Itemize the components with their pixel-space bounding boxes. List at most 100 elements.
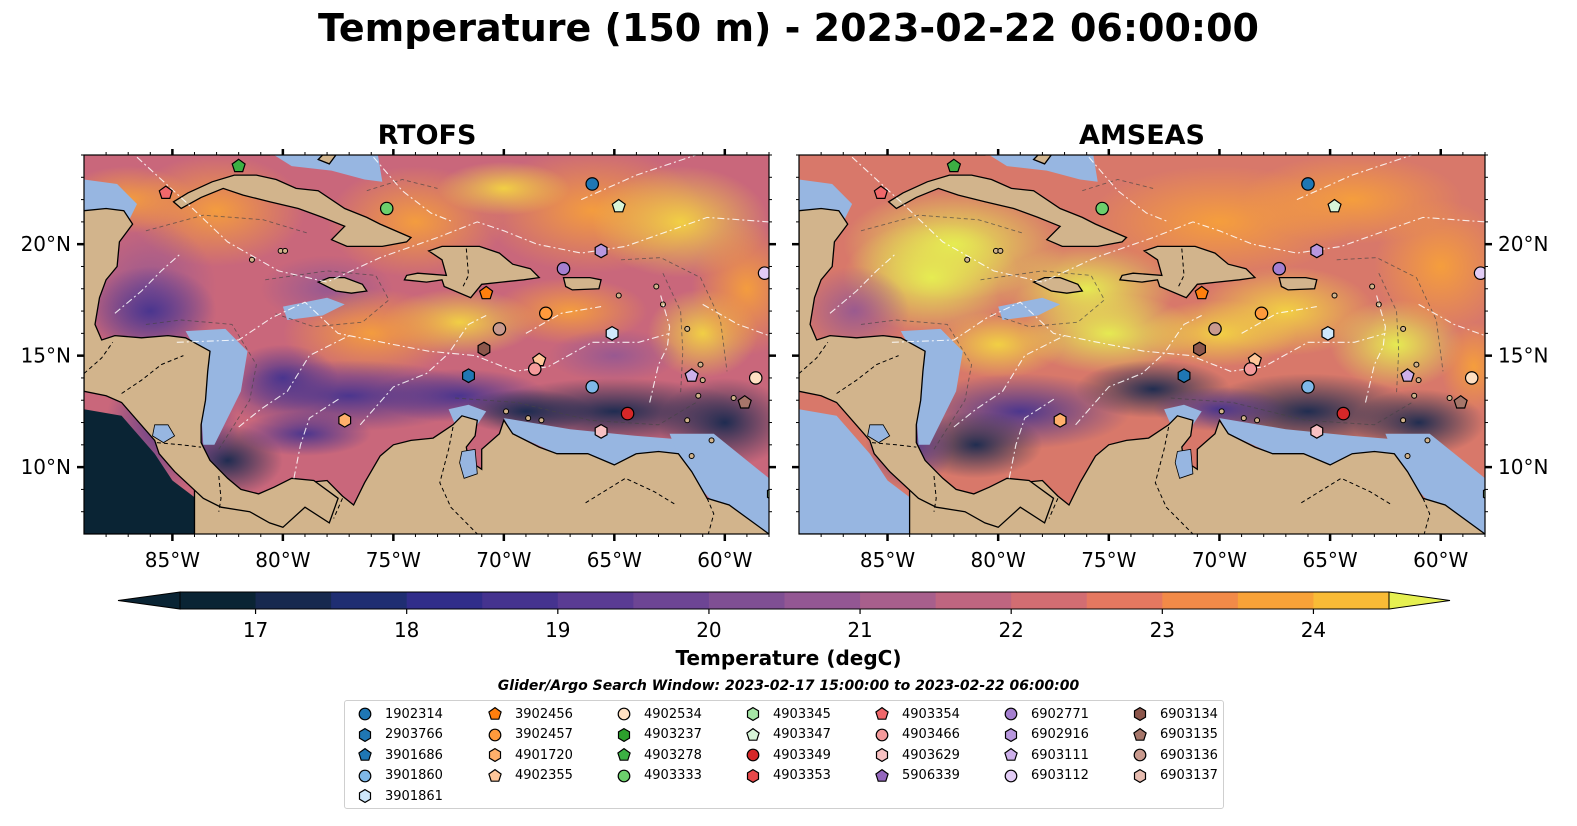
lake	[1174, 448, 1194, 479]
land	[799, 207, 1055, 529]
eez-boundary	[829, 252, 897, 314]
x-tick-label: 70°W	[476, 548, 531, 572]
eez-boundary	[293, 397, 341, 479]
legend-item: 4903347	[743, 725, 831, 745]
colorbar-bin	[180, 592, 257, 609]
country-border	[1422, 498, 1431, 534]
legend-marker	[875, 768, 889, 782]
island	[1415, 377, 1422, 384]
land	[84, 415, 769, 534]
island	[695, 392, 702, 399]
float-marker-4902534	[748, 371, 763, 385]
legend-item: 4902355	[485, 766, 573, 786]
legend-marker	[617, 727, 631, 742]
legend-marker-hexagon-icon	[746, 706, 760, 722]
island	[730, 395, 737, 402]
country-border	[871, 442, 917, 448]
land	[1032, 155, 1053, 165]
x-tick-label: 85°W	[860, 548, 915, 572]
country-border	[799, 342, 829, 374]
legend-label: 6903136	[1160, 747, 1218, 763]
colorbar-bin	[935, 592, 1012, 609]
colorbar-bin	[784, 592, 861, 609]
float-marker-4903629	[594, 423, 608, 439]
pacific-area	[799, 409, 1038, 534]
legend-label: 1902314	[385, 706, 443, 722]
legend-marker-pentagon-icon	[617, 747, 631, 761]
legend-marker	[488, 706, 502, 720]
depth-contour	[620, 257, 728, 372]
eez-boundary	[114, 252, 182, 314]
legend-item: 3901861	[355, 786, 443, 806]
y-tick-label: 10°N	[21, 455, 71, 479]
float-marker-4903347	[611, 198, 626, 213]
island	[1375, 301, 1382, 308]
float-marker-4903347	[1327, 198, 1342, 213]
legend-marker	[875, 728, 889, 741]
float-marker-4903354	[873, 185, 889, 199]
legend-label: 6903112	[1031, 768, 1089, 783]
eez-boundary	[238, 335, 350, 428]
float-marker-4903333	[379, 201, 394, 216]
map-panel-amseas: 85°W 80°W 75°W 70°W 65°W 60°W 10°N 15°N 20°N	[792, 149, 1548, 572]
eez-boundary	[136, 156, 769, 283]
land	[887, 174, 1128, 248]
legend-marker	[358, 769, 372, 782]
island	[688, 452, 695, 459]
legend-marker-circle-icon	[358, 769, 372, 782]
float-marker-1902314	[585, 177, 600, 191]
legend-item: 4903278	[614, 745, 702, 765]
colorbar-bin	[1313, 592, 1390, 609]
colorbar-tick-label: 18	[394, 618, 419, 642]
legend-label: 3902457	[515, 727, 573, 742]
colorbar-bin	[331, 592, 408, 609]
legend-item: 4903349	[743, 745, 831, 765]
country-border	[1176, 248, 1185, 290]
float-marker-6903134	[477, 341, 491, 357]
y-tick-label: 20°N	[1498, 232, 1548, 256]
legend-item: 4903345	[743, 704, 831, 724]
legend-item: 6902916	[1001, 725, 1089, 745]
float-marker-4903466	[1243, 362, 1258, 376]
country-border	[121, 355, 184, 394]
legend-marker-circle-icon	[875, 728, 889, 741]
float-marker-6902771	[556, 261, 571, 276]
island	[525, 415, 532, 422]
country-border	[333, 498, 343, 519]
eez-boundary	[891, 301, 1386, 372]
eez-boundary	[1241, 306, 1317, 334]
legend: 1902314 2903766 3901686 3901860 3901861 39024…	[344, 700, 1224, 809]
colorbar-bin	[708, 592, 785, 609]
colorbar-bin	[255, 592, 332, 609]
legend-marker	[617, 747, 631, 761]
island	[1424, 437, 1431, 444]
eez-boundary	[702, 303, 769, 337]
island	[653, 283, 660, 290]
eez-boundary	[580, 155, 697, 201]
country-border	[933, 475, 937, 512]
island	[1218, 408, 1225, 415]
island	[248, 256, 255, 263]
island	[1400, 417, 1407, 424]
land	[403, 245, 541, 299]
float-marker-4903466	[527, 362, 542, 376]
legend-marker	[358, 788, 372, 804]
legend-item: 3902456	[485, 704, 573, 724]
colorbar-tick-label: 17	[243, 618, 268, 642]
float-marker-6903111	[684, 368, 699, 382]
legend-label: 6903134	[1160, 706, 1218, 722]
land	[317, 155, 337, 165]
legend-label: 2903766	[385, 727, 443, 742]
depth-contour	[860, 319, 973, 450]
float-marker-3901860	[1301, 380, 1315, 394]
island	[964, 256, 971, 263]
legend-label: 6903135	[1160, 727, 1218, 742]
legend-marker	[1004, 727, 1018, 742]
colorbar-extend-high	[1388, 591, 1451, 610]
y-tick-label: 15°N	[1498, 344, 1548, 368]
lake	[867, 424, 891, 444]
colorbar-frame	[179, 591, 1390, 610]
country-border	[439, 426, 502, 534]
legend-marker	[617, 769, 631, 782]
